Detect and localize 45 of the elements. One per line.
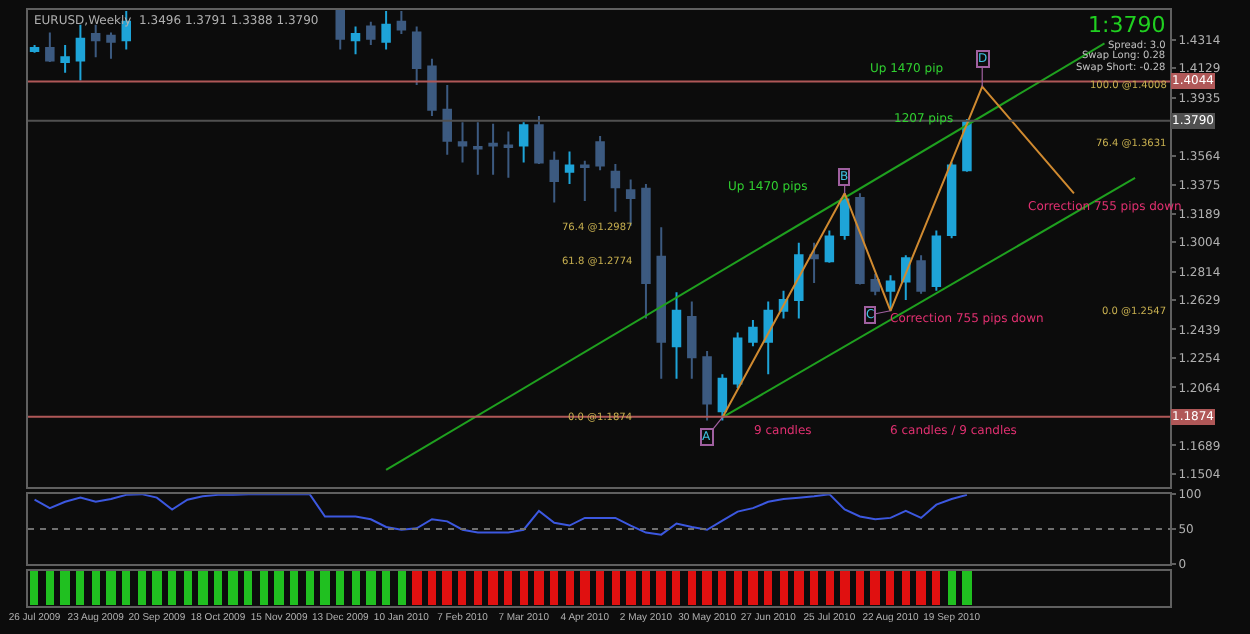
candlestick xyxy=(702,349,712,422)
candlestick xyxy=(656,226,666,380)
candlestick xyxy=(518,121,529,164)
candlestick xyxy=(870,272,880,297)
candlestick xyxy=(824,229,835,264)
candlestick xyxy=(962,118,972,173)
candlestick xyxy=(503,130,514,179)
candlestick xyxy=(687,300,697,380)
candlestick xyxy=(381,10,391,51)
candlestick xyxy=(60,43,70,74)
candlestick xyxy=(75,23,86,82)
candlestick xyxy=(763,300,773,376)
candlestick xyxy=(534,115,544,165)
line-series xyxy=(33,494,968,536)
candlestick xyxy=(473,121,483,176)
candlestick xyxy=(580,159,590,203)
candlestick xyxy=(457,121,468,164)
candlestick xyxy=(411,25,422,87)
candlestick xyxy=(931,229,942,292)
candlestick xyxy=(717,373,728,422)
candlestick xyxy=(549,150,559,204)
candlestick xyxy=(855,192,865,286)
candlestick xyxy=(335,10,345,51)
candlestick xyxy=(350,25,361,56)
candlestick xyxy=(641,183,651,320)
candlestick xyxy=(488,122,498,176)
candlestick xyxy=(794,241,804,320)
candlestick xyxy=(442,84,452,156)
candlestick xyxy=(748,319,758,348)
candlestick xyxy=(916,254,926,295)
candlestick xyxy=(45,31,55,63)
candlestick xyxy=(427,57,437,118)
candlestick xyxy=(732,331,743,390)
candlestick xyxy=(396,10,407,36)
candlestick xyxy=(610,162,621,213)
candlestick xyxy=(946,161,957,240)
candlestick xyxy=(809,241,819,284)
candlestick xyxy=(90,23,101,59)
candlestick xyxy=(564,150,575,186)
candlestick xyxy=(885,274,896,312)
annotation: 1:3790 xyxy=(1088,12,1166,38)
candlestick xyxy=(671,291,682,380)
candlestick xyxy=(366,20,376,46)
candlestick xyxy=(595,135,605,172)
candlestick xyxy=(106,31,116,60)
